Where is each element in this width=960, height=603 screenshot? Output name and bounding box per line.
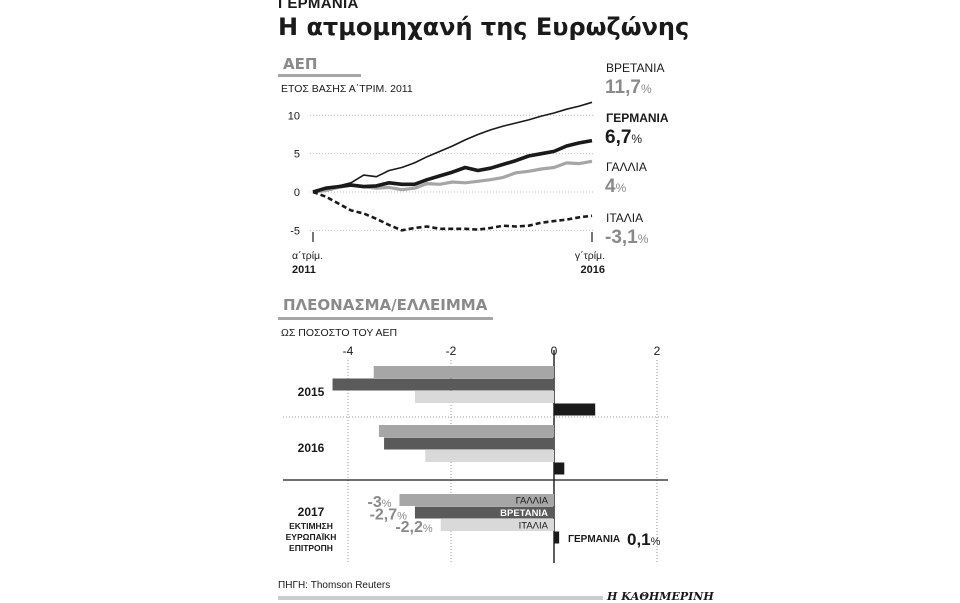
balance-section-title: ΠΛΕΟΝΑΣΜΑ/ΕΛΛΕΙΜΜΑ	[283, 296, 488, 314]
series-name-label: ΒΡΕΤΑΝΙΑ	[606, 61, 664, 75]
series-name-label: ΓΑΛΛΙΑ	[606, 160, 647, 174]
bar-country-label: ΙΤΑΛΙΑ	[519, 521, 549, 532]
x-tick-label: -4	[343, 344, 354, 358]
gdp-section-rule	[278, 74, 361, 77]
gdp-section-title: ΑΕΠ	[283, 55, 318, 73]
series-line-βρετανια	[312, 101, 593, 193]
x-tick-label-top: γ΄τρίμ.	[575, 250, 605, 262]
series-end-value: 11,7%	[605, 77, 652, 98]
bar-value-label: 0,1%	[627, 530, 661, 549]
series-line-ιταλια	[312, 190, 593, 232]
series-end-value: -3,1%	[605, 227, 649, 248]
y-tick-label: -5	[290, 225, 300, 237]
bar-γερμανια-2016	[554, 462, 565, 475]
bar-βρετανια-2016	[384, 437, 554, 450]
gdp-line-chart: 10 5 0 -5 α΄τρίμ. 2011 γ΄τρίμ. 2016 ΒΡΕΤΑΝΙΑ 11,7…	[288, 61, 669, 276]
bar-βρετανια-2015	[332, 378, 554, 391]
x-tick-label: -2	[446, 344, 457, 358]
headline: Η ατμομηχανή της Ευρωζώνης	[278, 13, 690, 41]
x-tick-label-top: α΄τρίμ.	[292, 250, 323, 262]
kicker-label: ΓΕΡΜΑΝΙΑ	[278, 0, 359, 12]
bar-ιταλια-2015	[414, 391, 554, 403]
series-end-value: 4%	[605, 176, 627, 197]
category-label: 2016	[298, 441, 325, 455]
category-label: 2017	[298, 505, 325, 519]
balance-section-rule	[278, 317, 493, 320]
series-line-γαλλια	[312, 159, 593, 194]
series-name-label: ΓΕΡΜΑΝΙΑ	[606, 111, 669, 125]
bar-ιταλια-2017	[440, 519, 554, 531]
bar-γαλλια-2017	[399, 494, 554, 506]
y-tick-label: 5	[294, 149, 300, 161]
gdp-section-subtitle: ΕΤΟΣ ΒΑΣΗΣ Α΄ΤΡΙΜ. 2011	[281, 83, 413, 95]
bar-βρετανια-2017	[414, 506, 554, 519]
bar-γαλλια-2015	[373, 366, 554, 378]
balance-bar-chart: -4-202201520162017ΕΚΤΙΜΗΣΗΕΥΡΩΠΑΪΚΗΕΠΙΤΡ…	[283, 344, 668, 563]
category-note: ΕΥΡΩΠΑΪΚΗ	[286, 532, 337, 542]
x-tick-label: 2	[654, 344, 661, 358]
balance-section-subtitle: ΩΣ ΠΟΣΟΣΤΟ ΤΟΥ ΑΕΠ	[281, 327, 398, 339]
bar-value-label: -2,7%	[370, 507, 408, 524]
bar-value-label: -3%	[367, 494, 391, 511]
series-line-γερμανια	[312, 138, 593, 194]
series-name-label: ΙΤΑΛΙΑ	[606, 211, 643, 225]
footer-rule	[278, 596, 688, 600]
bar-γερμανια-2017	[554, 531, 560, 544]
bar-γαλλια-2016	[378, 425, 554, 437]
series-end-value: 6,7%	[605, 127, 642, 148]
category-label: 2015	[298, 385, 325, 399]
y-tick-label: 10	[288, 110, 300, 122]
brand-logo: Η ΚΑΘΗΜΕΡΙΝΗ	[603, 590, 718, 603]
category-note: ΕΚΤΙΜΗΣΗ	[289, 521, 333, 531]
bar-value-label: -2,2%	[395, 519, 433, 536]
bar-γερμανια-2015	[554, 403, 596, 416]
bar-country-label: ΓΕΡΜΑΝΙΑ	[568, 534, 620, 545]
x-tick-label-bottom: 2016	[581, 264, 605, 276]
x-tick-label-bottom: 2011	[292, 264, 316, 276]
bar-ιταλια-2016	[425, 450, 554, 462]
y-tick-label: 0	[294, 187, 300, 199]
source-note: ΠΗΓΗ: Thomson Reuters	[278, 580, 391, 591]
category-note: ΕΠΙΤΡΟΠΗ	[289, 543, 333, 553]
bar-country-label: ΓΑΛΛΙΑ	[516, 496, 549, 507]
bar-country-label: ΒΡΕΤΑΝΙΑ	[500, 508, 548, 519]
